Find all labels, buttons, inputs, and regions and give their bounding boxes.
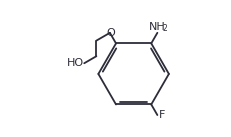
Text: F: F [158, 110, 164, 120]
Text: O: O [106, 28, 114, 38]
Text: 2: 2 [162, 24, 167, 33]
Text: HO: HO [66, 58, 83, 68]
Text: NH: NH [148, 22, 165, 32]
